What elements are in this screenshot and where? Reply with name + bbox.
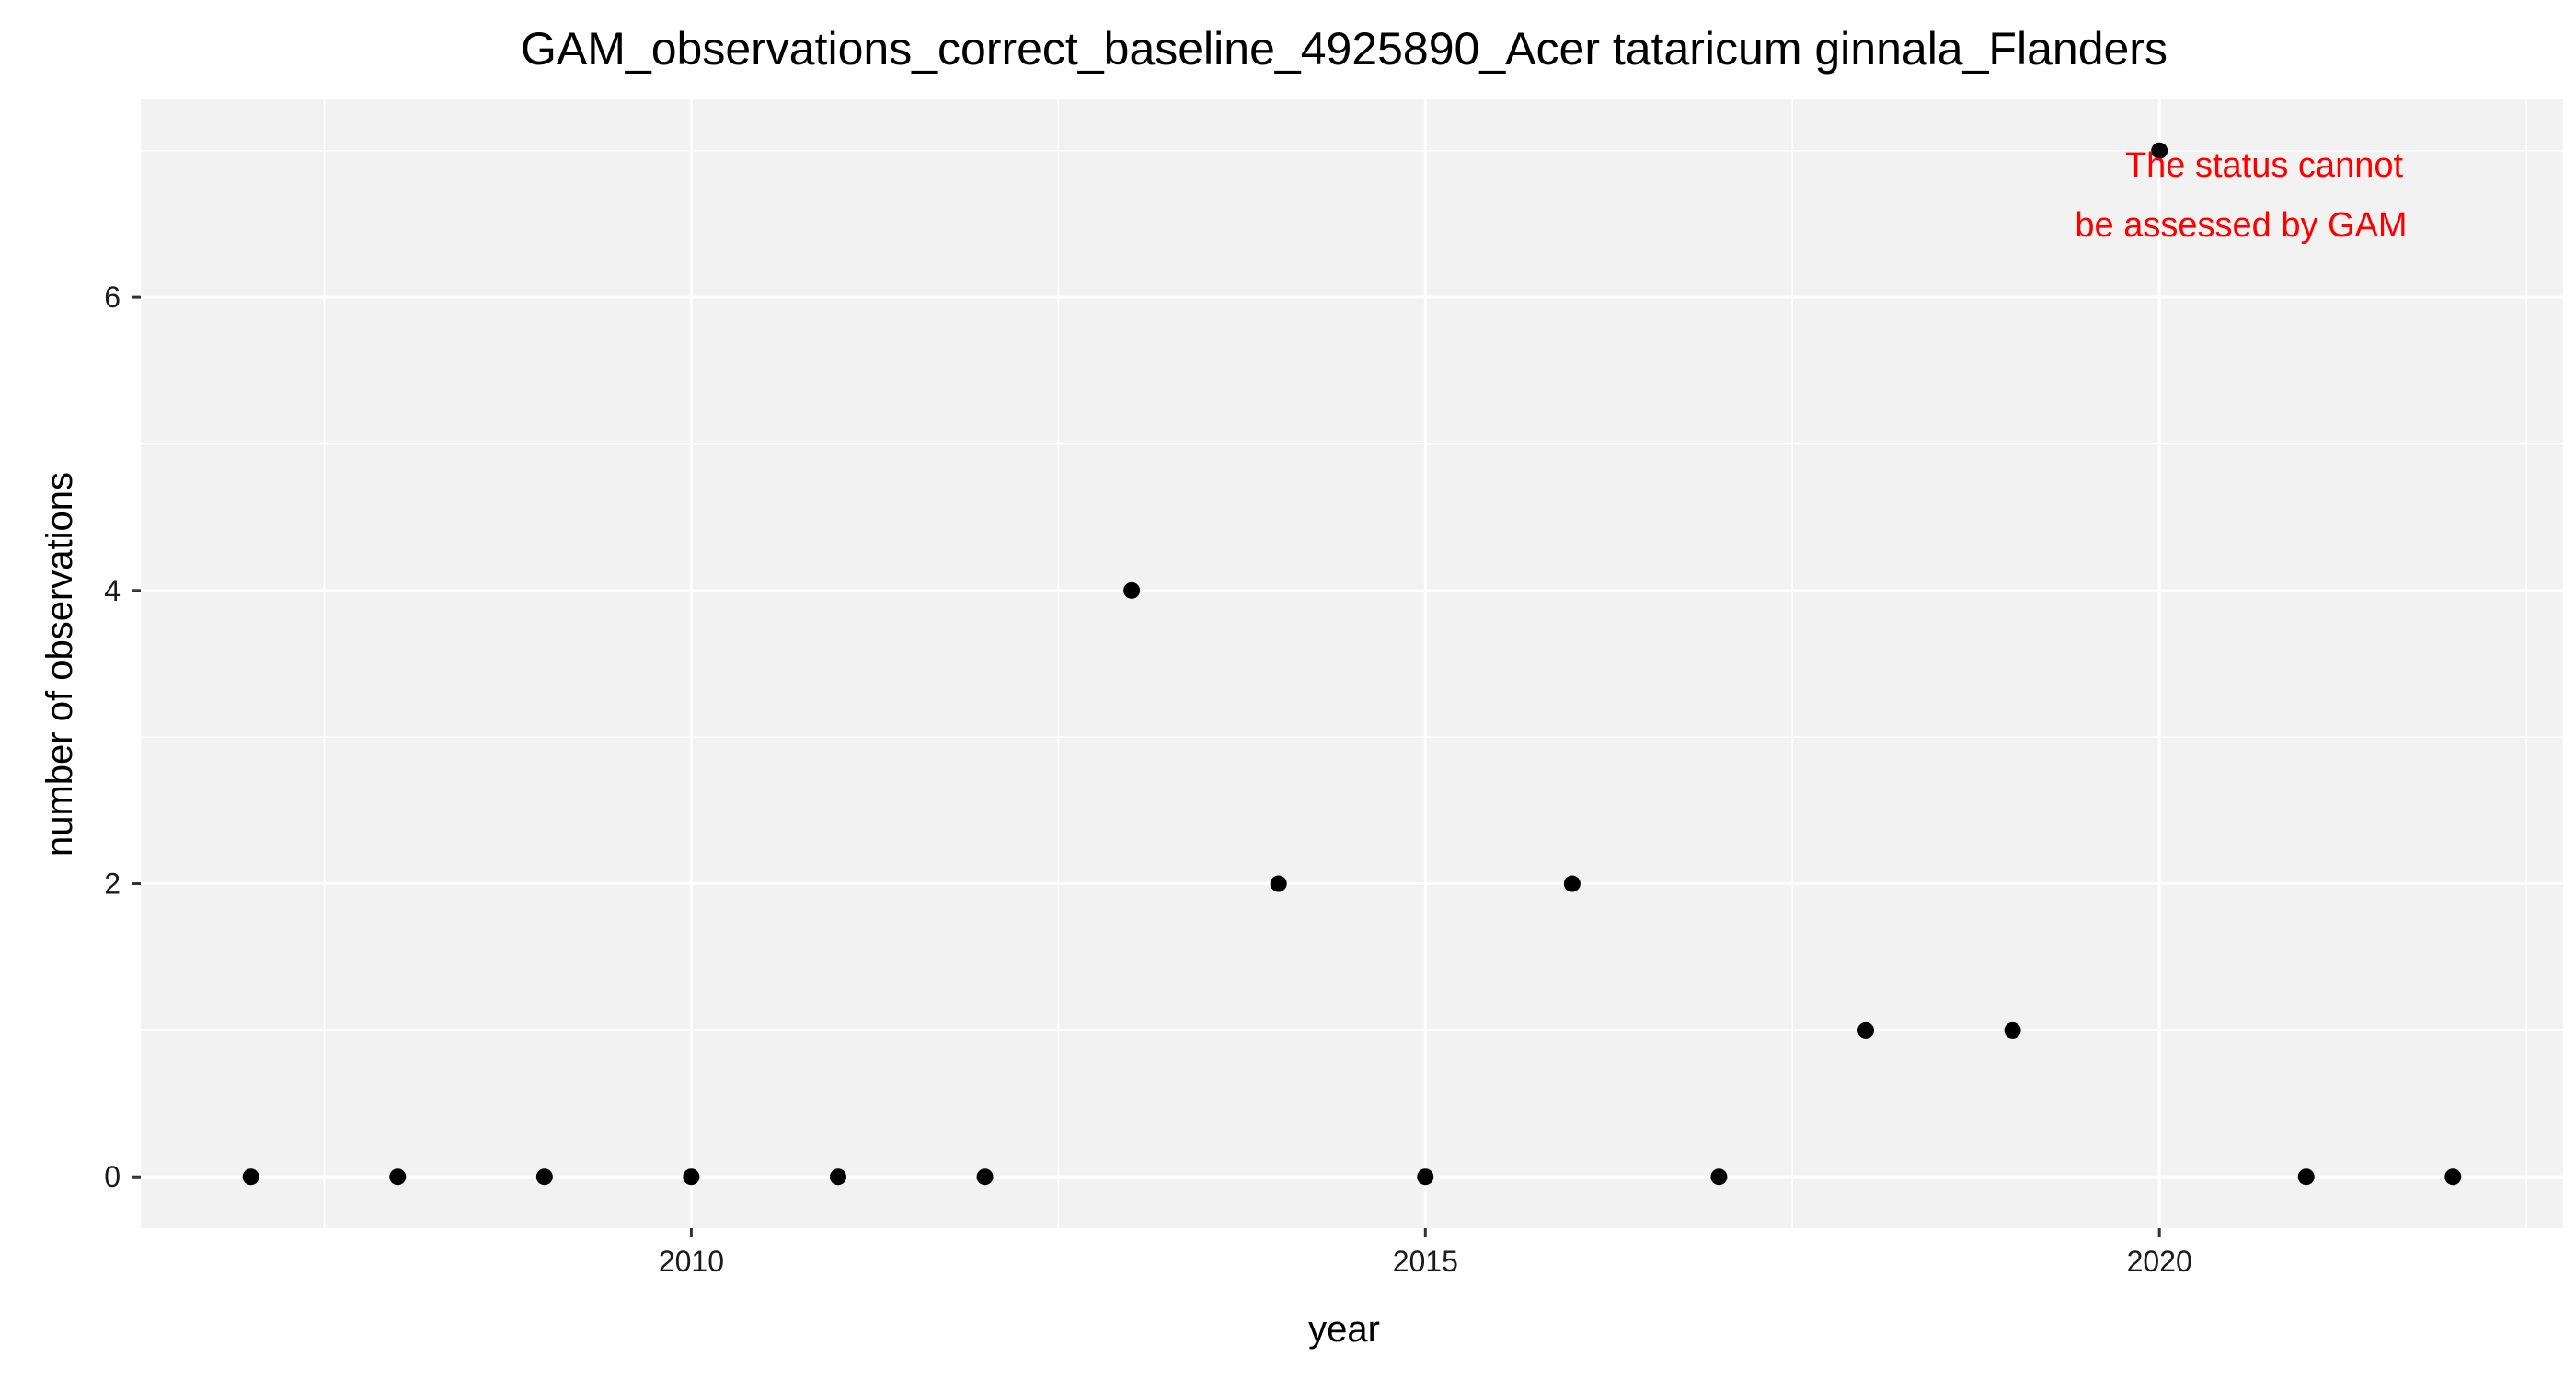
data-point [1270,875,1287,892]
data-point [683,1168,700,1186]
data-point [242,1168,259,1186]
data-points [242,142,2462,1186]
annotation-line-1: The status cannot [2125,146,2404,185]
data-point [389,1168,407,1186]
y-tick-label: 2 [104,868,121,901]
y-tick-label: 4 [104,574,121,607]
data-point [2151,142,2168,159]
data-point [1710,1168,1728,1186]
data-point [2444,1168,2462,1186]
data-point [976,1168,994,1186]
annotation-line-2: be assessed by GAM [2075,206,2407,245]
chart-title: GAM_observations_correct_baseline_492589… [521,23,2168,75]
data-point [2004,1021,2021,1039]
y-axis: 0 2 4 6 [104,281,141,1193]
y-tick-label: 6 [104,281,121,314]
data-point [1123,581,1141,599]
x-axis: 2010 2015 2020 [659,1228,2192,1278]
x-tick-label: 2015 [1393,1245,1458,1278]
x-tick-label: 2020 [2127,1245,2192,1278]
data-point [535,1168,553,1186]
x-tick-label: 2010 [659,1245,724,1278]
y-axis-title: number of observations [40,472,80,857]
x-axis-title: year [1308,1309,1380,1350]
minor-gridlines [141,99,2563,1228]
plot-panel [141,99,2563,1228]
data-point [1857,1021,1875,1039]
data-point [1417,1168,1434,1186]
data-point [1563,875,1581,892]
y-tick-label: 0 [104,1160,121,1193]
data-point [829,1168,846,1186]
data-point [2297,1168,2315,1186]
